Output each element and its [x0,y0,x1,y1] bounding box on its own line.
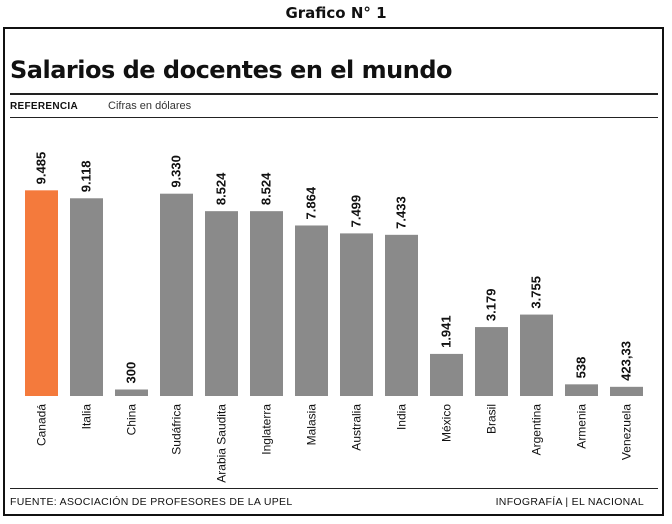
value-label-11: 3.755 [529,276,544,309]
category-label-6: Malasia [305,404,319,446]
bar-1 [70,198,103,396]
value-label-2: 300 [124,362,139,384]
value-label-3: 9.330 [169,155,184,188]
category-label-5: Inglaterra [260,404,274,455]
value-label-6: 7.864 [304,186,319,219]
bar-10 [475,327,508,396]
bar-6 [295,225,328,396]
chart-frame [3,27,664,516]
reference-divider [10,117,658,118]
value-label-5: 8.524 [259,172,274,205]
category-label-4: Arabia Saudita [215,404,229,483]
category-label-7: Australia [350,404,364,451]
category-label-13: Venezuela [620,404,634,460]
category-label-9: México [440,404,454,442]
bar-2 [115,389,148,396]
category-label-11: Argentina [530,404,544,456]
chart-title: Salarios de docentes en el mundo [10,56,452,84]
bar-0 [25,190,58,396]
category-label-2: China [125,404,139,436]
bar-9 [430,353,463,396]
bar-12 [565,384,598,396]
reference-text: Cifras en dólares [108,100,192,112]
category-label-1: Italia [80,404,94,430]
value-label-0: 9.485 [34,152,49,185]
credit-note: INFOGRAFÍA | EL NACIONAL [495,496,644,508]
value-label-8: 7.433 [394,196,409,229]
category-label-3: Sudáfrica [170,404,184,455]
value-label-12: 538 [574,357,589,379]
bar-5 [250,211,283,396]
footer-divider [10,488,658,489]
bar-7 [340,233,373,396]
source-note: FUENTE: ASOCIACIÓN DE PROFESORES DE LA U… [10,496,293,508]
category-label-10: Brasil [485,404,499,434]
value-label-10: 3.179 [484,289,499,322]
figure-heading: Grafico N° 1 [285,4,387,22]
value-label-13: 423,33 [619,341,634,381]
bar-13 [610,386,643,396]
value-label-4: 8.524 [214,172,229,205]
title-divider [10,93,658,95]
category-label-12: Armenia [575,404,589,449]
bar-3 [160,193,193,396]
value-label-9: 1.941 [439,315,454,348]
bar-8 [385,234,418,396]
reference-label: REFERENCIA [10,101,79,112]
value-label-7: 7.499 [349,195,364,228]
value-label-1: 9.118 [79,160,94,192]
bar-4 [205,211,238,396]
category-label-8: India [395,404,409,430]
bar-11 [520,314,553,396]
category-label-0: Canadá [35,404,49,446]
